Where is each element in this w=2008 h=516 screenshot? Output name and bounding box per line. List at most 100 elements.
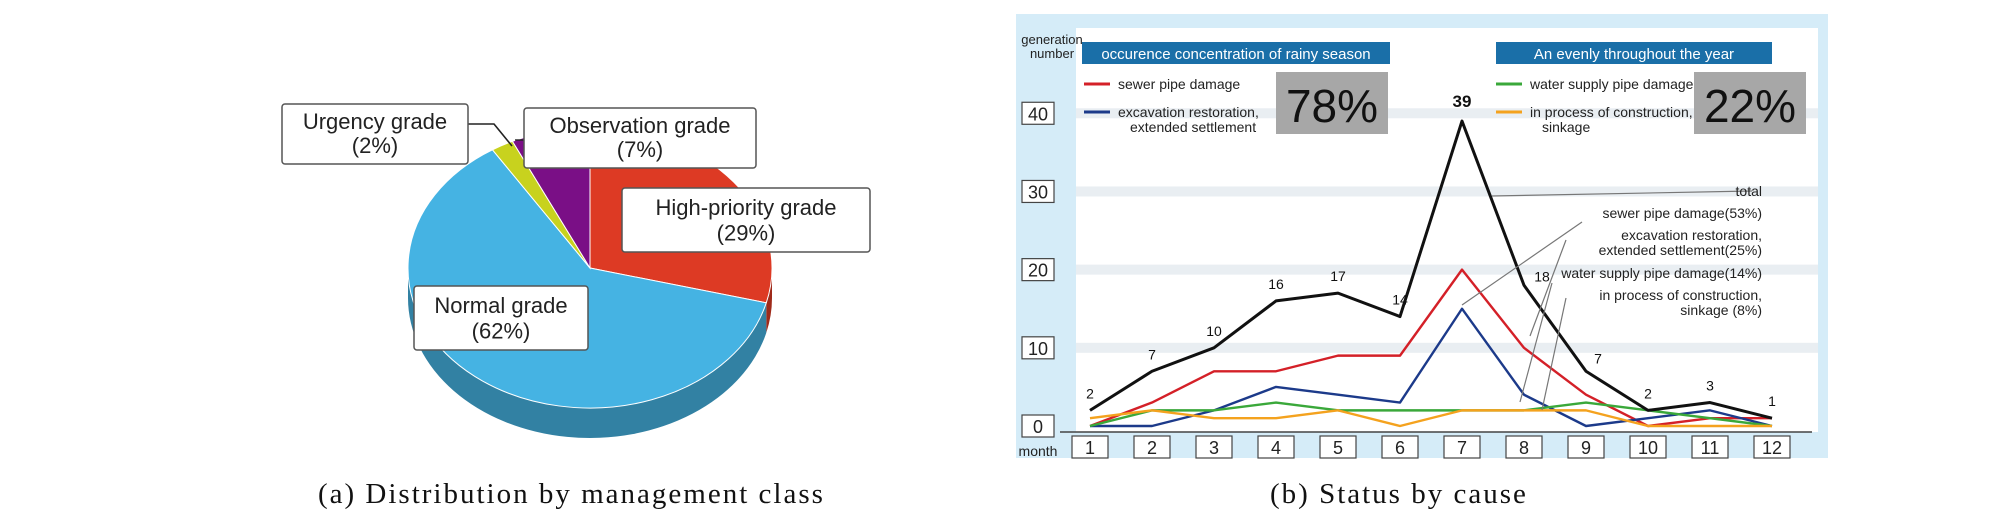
label-normal: Normal grade(62%) [413, 285, 589, 351]
series-line-sewer-pipe-damage [1089, 268, 1772, 428]
banner-left-text: occurence concentration of rainy season [1101, 46, 1370, 63]
label-urgency-pct: (2%) [352, 133, 398, 158]
y-axis-label: generation [1021, 32, 1082, 47]
x-tick-label: 7 [1457, 438, 1467, 458]
callout-leader [1491, 190, 1753, 197]
label-urgency-text: Urgency grade [303, 109, 447, 134]
data-label: 17 [1330, 268, 1346, 284]
banner-left [1082, 42, 1390, 64]
x-tick-box [1505, 435, 1543, 459]
caption-b: (b) Status by cause [1270, 478, 1528, 510]
series-line-water-supply-pipe-damage [1089, 401, 1773, 428]
y-tick-label: 40 [1028, 104, 1048, 124]
data-label: 16 [1268, 276, 1284, 292]
legend-right-label: in process of construction, [1530, 104, 1693, 120]
y-tick-label: 10 [1028, 339, 1048, 359]
y-tick-box [1021, 101, 1055, 125]
x-tick-box [1381, 435, 1419, 459]
pct-right: 22% [1704, 80, 1796, 132]
series-line-total [1089, 119, 1773, 420]
label-high-priority: High-priority grade(29%) [621, 187, 871, 253]
x-tick-box [1071, 435, 1109, 459]
x-tick-box [1133, 435, 1171, 459]
callout-text: total [1736, 183, 1762, 199]
callout-text-2: sinkage (8%) [1680, 302, 1762, 318]
callout-text: sewer pipe damage(53%) [1602, 205, 1762, 221]
y-tick-label: 20 [1028, 261, 1048, 281]
y-tick-box [1021, 414, 1055, 438]
x-tick-label: 11 [1701, 438, 1720, 458]
x-tick-box [1195, 435, 1233, 459]
callout-text-2: extended settlement(25%) [1599, 242, 1762, 258]
label-high-priority-box [621, 187, 871, 253]
callout-leader [1461, 221, 1583, 306]
data-label: 3 [1706, 378, 1714, 394]
y-tick-label: 30 [1028, 182, 1048, 202]
legend-left-label: excavation restoration, [1118, 104, 1259, 120]
x-axis-label: month [1019, 443, 1058, 459]
y-tick-label: 0 [1033, 417, 1043, 437]
x-tick-box [1629, 435, 1667, 459]
callout-leader [1541, 297, 1567, 411]
grid-band [1076, 264, 1818, 275]
x-tick-label: 12 [1762, 438, 1782, 458]
data-label: 14 [1392, 292, 1408, 308]
label-urgency: Urgency grade(2%) [281, 103, 469, 165]
label-high-priority-text: High-priority grade [656, 195, 837, 220]
series-line-in-process-of-construction-sinkage [1089, 409, 1772, 428]
series-line-excavation-restoration-extended-settlement [1090, 307, 1773, 428]
x-tick-label: 5 [1333, 438, 1343, 458]
grid-band [1076, 342, 1818, 353]
x-tick-box [1443, 435, 1481, 459]
legend-right-label-2: sinkage [1542, 119, 1590, 135]
label-observation-pct: (7%) [617, 137, 663, 162]
x-tick-box [1257, 435, 1295, 459]
caption-a: (a) Distribution by management class [318, 478, 825, 510]
y-tick-box [1021, 179, 1055, 204]
data-label: 2 [1644, 385, 1652, 401]
callout-leader [1529, 239, 1567, 337]
data-label: 39 [1453, 92, 1472, 111]
legend-left-label: sewer pipe damage [1118, 76, 1240, 92]
callout-text: in process of construction, [1599, 287, 1762, 303]
y-tick-box [1021, 258, 1055, 282]
callout-leader [1519, 282, 1553, 403]
data-label: 2 [1086, 385, 1094, 401]
data-label: 1 [1768, 393, 1776, 409]
legend-left-label-2: extended settlement [1130, 119, 1256, 135]
pct-right-box [1694, 72, 1806, 134]
y-axis-label-2: number [1030, 46, 1075, 61]
label-normal-text: Normal grade [434, 293, 567, 318]
x-tick-label: 10 [1638, 438, 1658, 458]
data-label: 18 [1534, 268, 1550, 284]
callout-text: water supply pipe damage(14%) [1560, 265, 1762, 281]
x-tick-box [1691, 435, 1729, 459]
grid-band [1076, 186, 1818, 197]
x-tick-label: 3 [1209, 438, 1219, 458]
x-tick-label: 8 [1519, 438, 1529, 458]
pct-left: 78% [1286, 80, 1378, 132]
data-label: 10 [1206, 323, 1222, 339]
label-normal-box [413, 285, 589, 351]
banner-right-text: An evenly throughout the year [1534, 46, 1734, 63]
callout-text: excavation restoration, [1621, 227, 1762, 243]
urgency-leader [468, 123, 513, 147]
pie-chart: Urgency grade(2%) Observation grade(7%) Hi… [281, 103, 871, 438]
y-tick-box [1021, 336, 1055, 360]
grid-band [1076, 108, 1818, 119]
label-observation-text: Observation grade [550, 113, 731, 138]
label-observation-box [523, 107, 757, 169]
label-observation: Observation grade(7%) [523, 107, 757, 169]
x-tick-label: 9 [1581, 438, 1591, 458]
label-high-priority-pct: (29%) [717, 220, 776, 245]
x-tick-label: 1 [1085, 438, 1095, 458]
x-tick-label: 2 [1147, 438, 1157, 458]
data-label: 7 [1148, 346, 1156, 362]
label-normal-pct: (62%) [472, 318, 531, 343]
x-tick-box [1753, 435, 1791, 459]
x-tick-box [1319, 435, 1357, 459]
data-label: 7 [1594, 350, 1602, 366]
pie-side-normal [408, 268, 767, 438]
